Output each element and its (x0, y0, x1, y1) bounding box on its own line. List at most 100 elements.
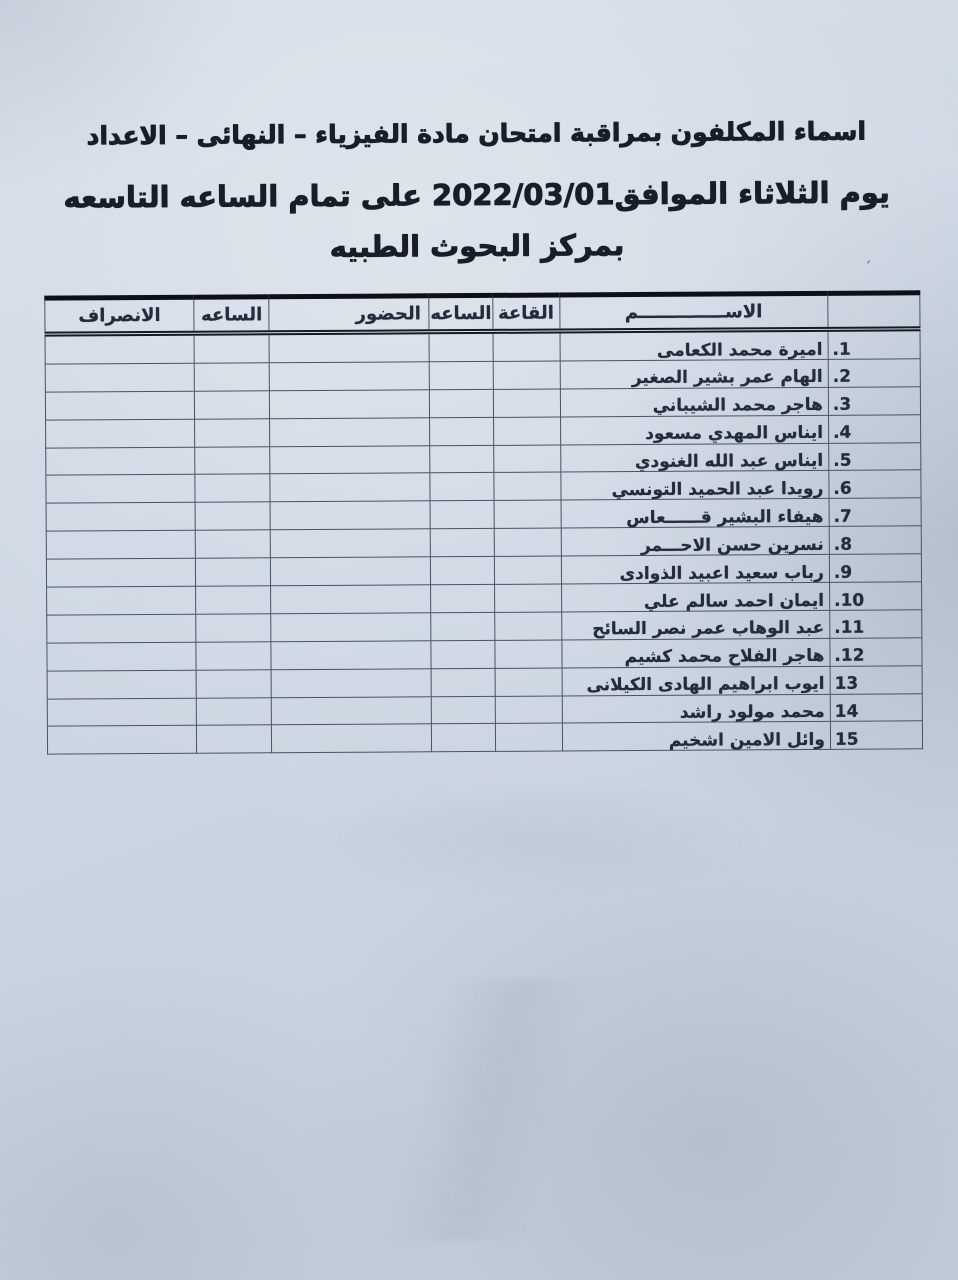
hall-blank-cell (492, 331, 560, 362)
table-row: 6. رويدا عبد الحميد التونسي (45, 470, 922, 504)
header-hall: القاعة (492, 295, 560, 332)
hour-out-blank-cell (195, 474, 271, 503)
hour-out-blank-cell (194, 446, 271, 475)
header-hour-in: الساعه (429, 295, 493, 332)
attendance-blank-cell (270, 529, 431, 558)
table-row: 9. رباب سعيد اعبيد الذوادى (46, 553, 922, 588)
hour-out-blank-cell (194, 362, 270, 392)
row-number-cell: 1. (827, 328, 921, 359)
hour-in-blank-cell (429, 389, 494, 418)
hall-blank-cell (493, 444, 561, 473)
departure-blank-cell (45, 446, 196, 476)
attendance-blank-cell (269, 417, 431, 447)
hall-blank-cell (492, 388, 561, 418)
row-number-cell: 13 (829, 665, 923, 694)
departure-blank-cell (46, 642, 197, 671)
attendance-blank-cell (270, 556, 432, 586)
invigilator-name-cell: ايمان احمد سالم علي (561, 582, 830, 612)
invigilator-name-cell: رويدا عبد الحميد التونسي (560, 470, 829, 501)
hall-blank-cell (494, 667, 562, 696)
row-number-cell: 7. (828, 498, 922, 527)
hour-in-blank-cell (430, 417, 494, 446)
departure-blank-cell (45, 363, 195, 392)
table-row: 1. اميرة محمد الكعامى (45, 328, 921, 365)
departure-blank-cell (46, 586, 196, 616)
table-row: 4. ايناس المهدي مسعود (45, 414, 921, 448)
row-number-cell: 4. (828, 414, 921, 443)
attendance-blank-cell (270, 445, 431, 475)
attendance-blank-cell (270, 584, 432, 614)
hour-in-blank-cell (430, 472, 494, 502)
hour-in-blank-cell (431, 668, 495, 697)
hall-blank-cell (493, 472, 561, 501)
hall-blank-cell (493, 528, 561, 557)
invigilator-name-cell: عبد الوهاب عمر نصر السائح (561, 610, 830, 640)
hour-out-blank-cell (196, 641, 272, 670)
hall-blank-cell (492, 360, 560, 390)
table-row: 3. هاجر محمد الشيباني (45, 386, 921, 420)
departure-blank-cell (46, 530, 196, 560)
hour-in-blank-cell (431, 695, 495, 725)
table-row: 14 محمد مولود راشد (47, 693, 923, 727)
invigilators-table: الاســــــــــــــم القاعة الساعه الحضور… (44, 290, 923, 755)
attendance-blank-cell (269, 331, 430, 363)
table-row: 11. عبد الوهاب عمر نصر السائح (46, 609, 922, 643)
invigilator-name-cell: ايوب ابراهيم الهادى الكيلانى (561, 666, 831, 696)
hour-out-blank-cell (195, 585, 272, 615)
hall-blank-cell (493, 500, 561, 529)
hour-in-blank-cell (430, 556, 495, 585)
invigilator-name-cell: هيفاء البشير قــــــعاس (560, 498, 830, 529)
hour-out-blank-cell (194, 332, 270, 364)
row-number-cell: 11. (829, 609, 922, 638)
departure-blank-cell (45, 418, 195, 448)
hall-blank-cell (493, 556, 562, 585)
hour-out-blank-cell (194, 418, 271, 447)
attendance-blank-cell (269, 389, 431, 419)
invigilator-name-cell: محمد مولود راشد (561, 693, 831, 724)
hour-in-blank-cell (431, 640, 495, 669)
hour-out-blank-cell (195, 530, 271, 559)
row-number-cell: 2. (828, 358, 921, 387)
invigilator-name-cell: نسرين حسن الاحـــمر (560, 526, 830, 557)
attendance-blank-cell (270, 501, 431, 531)
hall-blank-cell (494, 695, 563, 724)
table-row: 13 ايوب ابراهيم الهادى الكيلانى (47, 665, 923, 699)
hour-in-blank-cell (431, 612, 495, 641)
hour-in-blank-cell (431, 723, 496, 753)
hall-blank-cell (494, 584, 562, 613)
invigilator-name-cell: ايناس المهدي مسعود (560, 415, 829, 445)
table-row: 12. هاجر الفلاح محمد كشيم (46, 637, 923, 671)
table-body: 1. اميرة محمد الكعامى 2. الهام عمر بشير الص… (45, 328, 923, 755)
hour-in-blank-cell (430, 500, 494, 530)
invigilator-name-cell: اميرة محمد الكعامى (559, 329, 829, 361)
row-number-cell: 10. (829, 581, 922, 610)
header-number-corner (827, 292, 920, 330)
row-number-cell: 6. (828, 470, 922, 499)
hour-out-blank-cell (196, 697, 272, 726)
attendance-blank-cell (269, 361, 430, 391)
invigilator-name-cell: رباب سعيد اعبيد الذوادى (560, 554, 830, 585)
header-name: الاســــــــــــــم (559, 293, 828, 332)
header-hour-out: الساعه (194, 296, 270, 334)
row-number-cell: 14 (830, 693, 923, 722)
hall-blank-cell (494, 611, 562, 641)
attendance-blank-cell (271, 640, 432, 670)
hall-blank-cell (494, 639, 562, 669)
attendance-blank-cell (271, 696, 432, 726)
invigilator-name-cell: هاجر الفلاح محمد كشيم (561, 638, 830, 668)
attendance-blank-cell (271, 668, 432, 698)
table-row: 7. هيفاء البشير قــــــعاس (46, 498, 922, 532)
table-row: 15 وائل الامين اشخيم (47, 721, 923, 755)
departure-blank-cell (46, 502, 196, 532)
departure-blank-cell (45, 474, 196, 504)
hour-out-blank-cell (195, 502, 271, 531)
invigilator-name-cell: هاجر محمد الشيباني (559, 387, 829, 417)
table-row: 2. الهام عمر بشير الصغير (45, 358, 921, 392)
attendance-blank-cell (270, 473, 431, 503)
departure-blank-cell (45, 333, 195, 365)
row-number-cell: 5. (828, 442, 921, 471)
attendance-blank-cell (271, 724, 433, 754)
hour-in-blank-cell (430, 444, 494, 474)
